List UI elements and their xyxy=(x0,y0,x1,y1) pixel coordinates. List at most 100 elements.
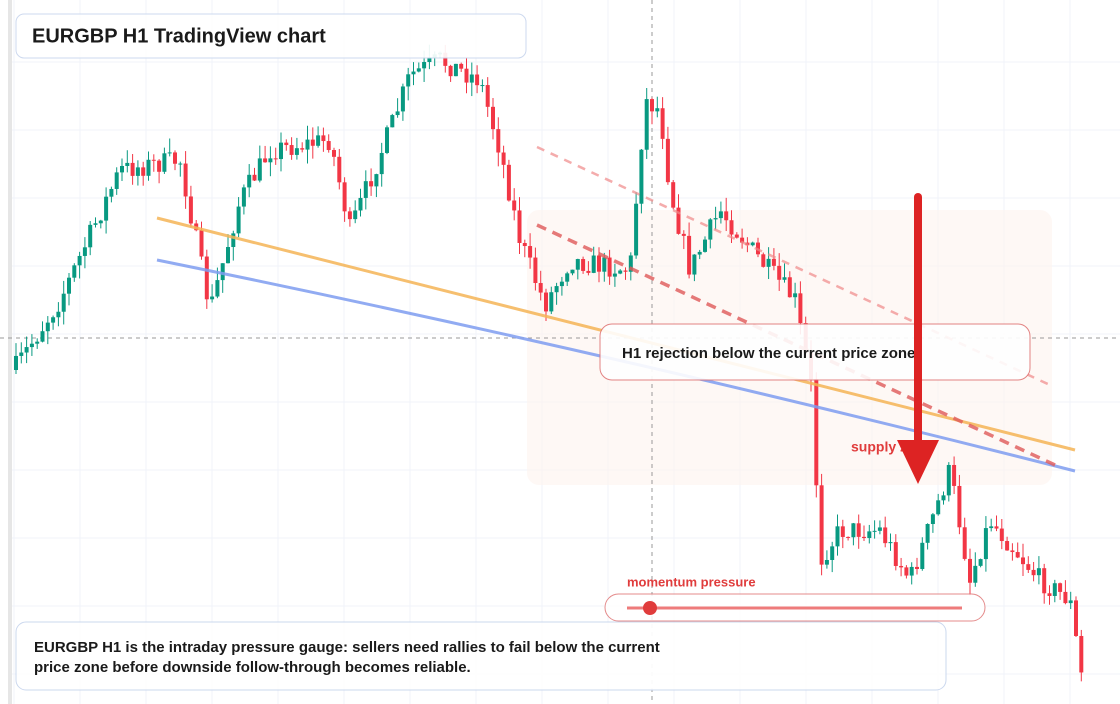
candle-body xyxy=(210,296,215,300)
candle-body xyxy=(1021,557,1025,565)
candle-body xyxy=(14,355,18,370)
candle-body xyxy=(634,203,639,256)
candle-body xyxy=(522,242,527,247)
candle-body xyxy=(310,139,315,146)
candle-body xyxy=(618,270,623,274)
candle-body xyxy=(1026,564,1031,570)
candle-body xyxy=(1052,583,1057,596)
candle-body xyxy=(973,565,978,583)
candle-body xyxy=(989,526,994,529)
candle-body xyxy=(427,57,432,63)
candle-body xyxy=(559,281,564,287)
candle-body xyxy=(162,153,167,172)
candle-body xyxy=(877,527,882,531)
caption-line: EURGBP H1 is the intraday pressure gauge… xyxy=(34,639,660,656)
candle-body xyxy=(252,174,257,181)
candle-body xyxy=(692,254,697,275)
candle-body xyxy=(263,158,268,163)
candle-body xyxy=(729,220,734,235)
candles xyxy=(14,44,1084,682)
candle-body xyxy=(416,68,421,72)
candle-body xyxy=(316,135,321,146)
candle-body xyxy=(872,530,877,532)
candle-body xyxy=(835,526,840,547)
candle-body xyxy=(846,536,851,538)
candle-body xyxy=(639,149,644,204)
candle-body xyxy=(501,152,506,165)
candle-body xyxy=(1063,591,1068,604)
candle-body xyxy=(157,160,162,172)
candle-body xyxy=(665,138,670,183)
candle-body xyxy=(983,528,988,560)
candle-body xyxy=(469,74,474,83)
candle-body xyxy=(496,129,501,153)
candle-body xyxy=(957,485,962,528)
candle-body xyxy=(681,233,686,236)
candle-body xyxy=(1079,635,1084,673)
candle-body xyxy=(544,292,548,312)
candle-body xyxy=(517,210,522,243)
candle-body xyxy=(533,257,538,284)
candle-body xyxy=(703,239,707,252)
candle-body xyxy=(687,235,692,275)
candle-body xyxy=(109,188,114,197)
candle-body xyxy=(920,542,925,569)
candle-body xyxy=(422,62,427,69)
candle-body xyxy=(676,207,681,234)
candle-body xyxy=(814,379,819,486)
candle-body xyxy=(459,63,464,69)
candle-body xyxy=(840,526,845,537)
candle-body xyxy=(968,558,972,583)
candle-body xyxy=(24,347,29,353)
candle-body xyxy=(512,200,517,211)
candle-body xyxy=(962,527,967,559)
candle-body xyxy=(475,74,480,86)
candle-body xyxy=(199,230,204,257)
candle-body xyxy=(777,265,782,280)
candle-body xyxy=(72,265,77,278)
candle-body xyxy=(98,220,103,224)
candle-body xyxy=(120,165,124,173)
candle-body xyxy=(188,196,193,224)
candle-body xyxy=(480,85,485,87)
candle-body xyxy=(104,196,109,221)
candle-body xyxy=(1042,568,1047,594)
candle-body xyxy=(1058,583,1063,592)
candle-body xyxy=(528,246,533,258)
candle-body xyxy=(61,293,66,312)
candle-body xyxy=(390,115,395,128)
candle-body xyxy=(591,255,596,273)
candle-body xyxy=(941,495,946,501)
candle-body xyxy=(332,150,336,157)
candle-body xyxy=(130,162,135,176)
candle-body xyxy=(586,270,591,273)
candle-body xyxy=(782,277,787,280)
candle-body xyxy=(856,523,861,537)
candle-body xyxy=(284,142,289,146)
candle-body xyxy=(183,163,188,197)
candle-body xyxy=(554,286,559,293)
candle-body xyxy=(824,559,829,565)
candle-body xyxy=(464,68,469,83)
candle-body xyxy=(236,206,241,234)
candle-body xyxy=(443,52,448,66)
candle-body xyxy=(862,536,866,539)
candle-body xyxy=(1068,600,1073,604)
title-box xyxy=(15,13,527,59)
candle-body xyxy=(77,255,82,266)
candle-body xyxy=(915,566,919,569)
candle-body xyxy=(247,174,252,188)
candle-body xyxy=(448,65,453,77)
candle-body xyxy=(453,63,458,77)
candle-body xyxy=(204,256,209,300)
candle-body xyxy=(904,567,909,576)
candle-body xyxy=(358,197,363,211)
candle-body xyxy=(279,142,283,160)
candle-body xyxy=(597,255,601,272)
candle-body xyxy=(713,218,718,220)
candle-body xyxy=(628,255,633,272)
candle-body xyxy=(342,182,347,212)
candle-body xyxy=(883,527,888,544)
candle-body xyxy=(56,311,61,318)
